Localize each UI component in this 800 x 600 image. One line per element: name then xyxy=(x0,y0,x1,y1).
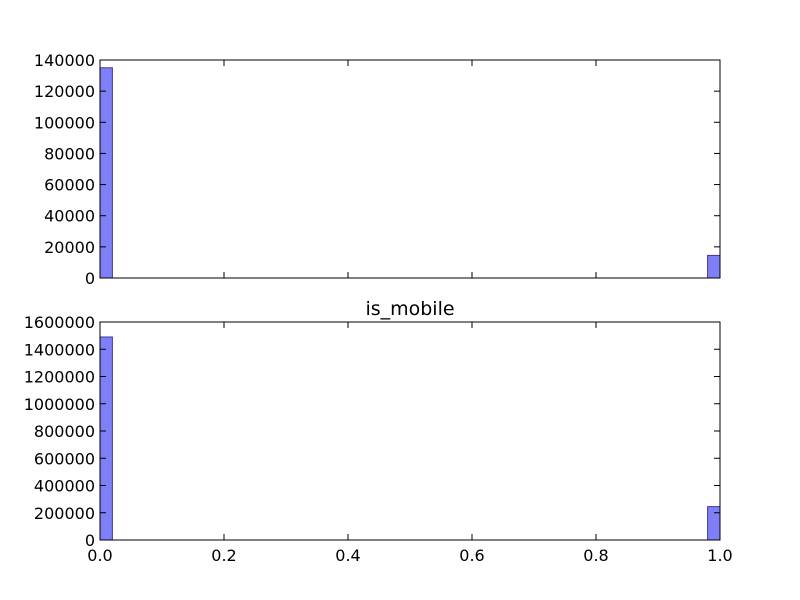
y-tick-label: 200000 xyxy=(34,504,95,523)
chart-title: is_mobile xyxy=(365,298,454,320)
x-tick-label: 0.8 xyxy=(583,546,608,565)
x-tick-label: 1.0 xyxy=(707,546,732,565)
y-tick-label: 120000 xyxy=(34,82,95,101)
x-tick-label: 0.6 xyxy=(459,546,484,565)
y-tick-label: 1400000 xyxy=(24,340,95,359)
y-tick-label: 80000 xyxy=(44,144,95,163)
x-tick-label: 0.4 xyxy=(335,546,360,565)
axes-frame xyxy=(99,59,721,279)
x-tick-label: 0.2 xyxy=(211,546,236,565)
y-tick-label: 100000 xyxy=(34,113,95,132)
x-tick-label: 0.0 xyxy=(87,546,112,565)
y-tick-label: 0 xyxy=(85,269,95,288)
y-tick-label: 40000 xyxy=(44,207,95,226)
y-tick-label: 60000 xyxy=(44,176,95,195)
y-tick-label: 400000 xyxy=(34,477,95,496)
y-tick-label: 1000000 xyxy=(24,395,95,414)
histogram-bar-0 xyxy=(99,336,113,541)
histogram-bar-1 xyxy=(707,254,721,279)
y-tick-label: 600000 xyxy=(34,449,95,468)
y-tick-label: 1200000 xyxy=(24,368,95,387)
y-tick-label: 140000 xyxy=(34,51,95,70)
y-tick-label: 0 xyxy=(85,531,95,550)
bottom-histogram: 0 200000 400000 600000 800000 1000000 1200000 1… xyxy=(24,298,733,565)
y-tick-label: 20000 xyxy=(44,238,95,257)
y-tick-label: 800000 xyxy=(34,422,95,441)
histogram-bar-1 xyxy=(707,506,721,541)
y-tick-label: 1600000 xyxy=(24,313,95,332)
top-histogram: 0 20000 40000 60000 80000 100000 120000 140000 xyxy=(34,51,721,288)
